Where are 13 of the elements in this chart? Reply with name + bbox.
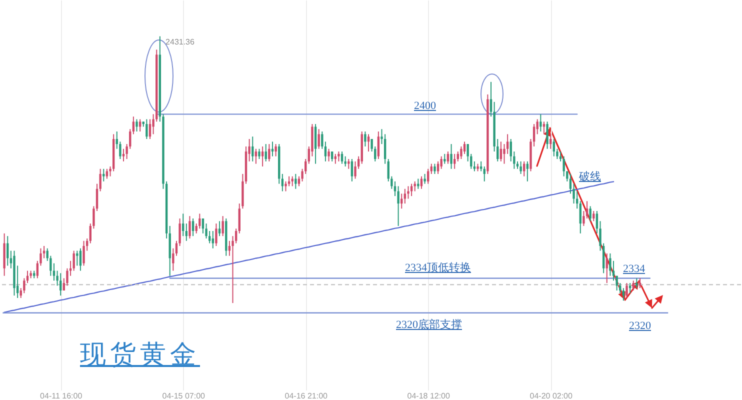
x-tick-label: 04-20 02:00 xyxy=(530,392,574,400)
annotation: 2334顶低转换 xyxy=(405,262,471,274)
x-tick-label: 04-16 21:00 xyxy=(284,392,328,400)
x-tick-label: 04-11 16:00 xyxy=(40,392,83,400)
annotation: 破线 xyxy=(579,170,601,184)
annotation: 2400 xyxy=(414,100,436,112)
ref-line-label: 2320底部支撑 xyxy=(396,318,462,331)
x-tick-label: 04-18 12:00 xyxy=(407,392,451,400)
annotation: 2431.36 xyxy=(166,38,194,48)
x-tick-label: 04-15 07:00 xyxy=(162,392,206,400)
text: 2320 xyxy=(629,320,651,332)
annotation: 2334 xyxy=(623,262,645,276)
text: 现货黄金 xyxy=(80,339,200,371)
